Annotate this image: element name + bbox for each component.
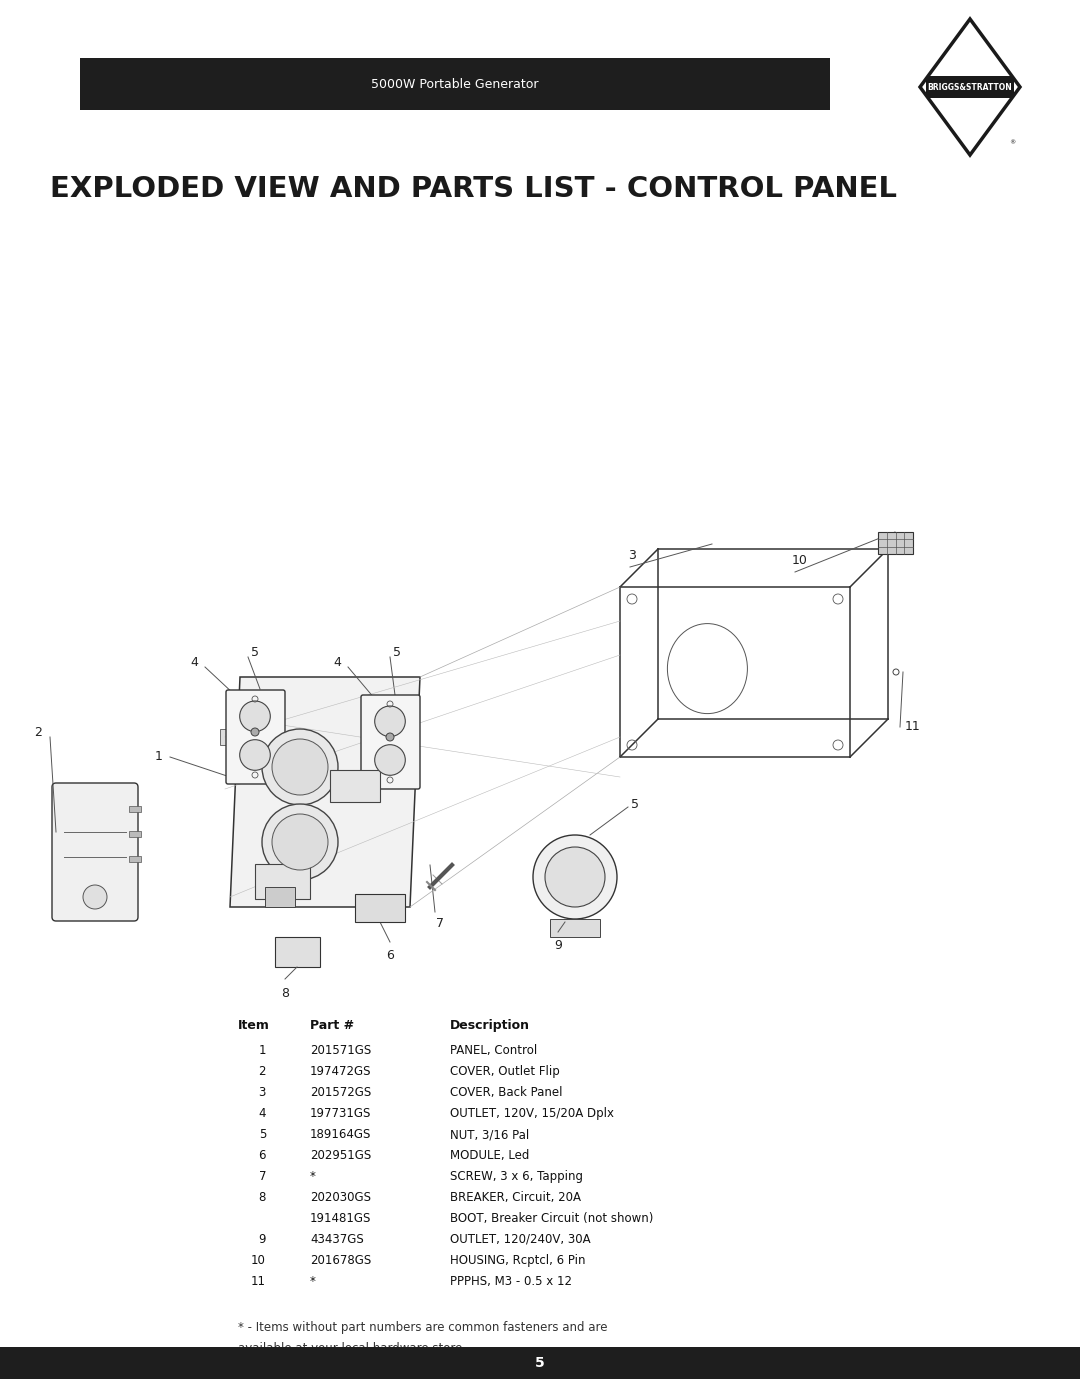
- Text: EXPLODED VIEW AND PARTS LIST - CONTROL PANEL: EXPLODED VIEW AND PARTS LIST - CONTROL P…: [50, 175, 897, 203]
- Bar: [355, 733, 363, 750]
- Circle shape: [534, 835, 617, 919]
- Circle shape: [545, 847, 605, 907]
- Text: 10: 10: [252, 1255, 266, 1267]
- Circle shape: [240, 739, 270, 770]
- Text: 11: 11: [905, 721, 921, 733]
- Text: OUTLET, 120V, 15/20A Dplx: OUTLET, 120V, 15/20A Dplx: [450, 1106, 615, 1120]
- Text: PPPHS, M3 - 0.5 x 12: PPPHS, M3 - 0.5 x 12: [450, 1275, 572, 1288]
- Text: * - Items without part numbers are common fasteners and are: * - Items without part numbers are commo…: [238, 1322, 607, 1334]
- Bar: [355, 894, 405, 922]
- Text: 4: 4: [333, 655, 341, 669]
- Text: 6: 6: [386, 949, 394, 963]
- Text: MODULE, Led: MODULE, Led: [450, 1148, 529, 1162]
- Text: 10: 10: [792, 555, 808, 567]
- Text: 9: 9: [258, 1234, 266, 1246]
- Bar: [220, 729, 228, 745]
- Text: 202951GS: 202951GS: [310, 1148, 372, 1162]
- Text: OUTLET, 120/240V, 30A: OUTLET, 120/240V, 30A: [450, 1234, 591, 1246]
- Text: ®: ®: [1009, 141, 1015, 145]
- Text: 2: 2: [35, 725, 42, 739]
- Text: BOOT, Breaker Circuit (not shown): BOOT, Breaker Circuit (not shown): [450, 1213, 653, 1225]
- Circle shape: [375, 705, 405, 736]
- Text: 197472GS: 197472GS: [310, 1065, 372, 1078]
- Circle shape: [262, 729, 338, 805]
- Text: Part #: Part #: [310, 1018, 354, 1032]
- Text: 2: 2: [258, 1065, 266, 1078]
- Text: 201571GS: 201571GS: [310, 1044, 372, 1058]
- Circle shape: [262, 805, 338, 880]
- FancyBboxPatch shape: [361, 694, 420, 789]
- Bar: [0, 1347, 1080, 1379]
- Text: 3: 3: [258, 1085, 266, 1099]
- Text: Description: Description: [450, 1018, 530, 1032]
- Text: 4: 4: [190, 655, 198, 669]
- Text: 7: 7: [258, 1171, 266, 1183]
- Text: 5: 5: [393, 645, 401, 658]
- Text: 201572GS: 201572GS: [310, 1085, 372, 1099]
- Text: PANEL, Control: PANEL, Control: [450, 1044, 537, 1058]
- Bar: [129, 856, 141, 862]
- Text: SCREW, 3 x 6, Tapping: SCREW, 3 x 6, Tapping: [450, 1171, 583, 1183]
- Bar: [129, 806, 141, 812]
- Text: 191481GS: 191481GS: [310, 1213, 372, 1225]
- Circle shape: [272, 814, 328, 870]
- Bar: [129, 831, 141, 837]
- Bar: [878, 532, 913, 555]
- Text: NUT, 3/16 Pal: NUT, 3/16 Pal: [450, 1127, 529, 1141]
- Text: 43437GS: 43437GS: [310, 1234, 364, 1246]
- Text: 9: 9: [554, 939, 562, 951]
- Text: *: *: [310, 1275, 315, 1288]
- Text: 1: 1: [156, 750, 163, 764]
- Text: 4: 4: [258, 1106, 266, 1120]
- Text: 6: 6: [258, 1148, 266, 1162]
- Text: 7: 7: [436, 916, 444, 930]
- Text: 189164GS: 189164GS: [310, 1127, 372, 1141]
- Text: Item: Item: [238, 1018, 270, 1032]
- Text: HOUSING, Rcptcl, 6 Pin: HOUSING, Rcptcl, 6 Pin: [450, 1255, 585, 1267]
- Polygon shape: [920, 20, 1020, 155]
- Bar: [550, 919, 600, 937]
- Text: 5: 5: [631, 799, 639, 812]
- Bar: [265, 887, 295, 907]
- Text: 201678GS: 201678GS: [310, 1255, 372, 1267]
- Bar: [330, 770, 380, 802]
- Text: available at your local hardware store.: available at your local hardware store.: [238, 1343, 467, 1355]
- Text: 8: 8: [258, 1192, 266, 1204]
- FancyBboxPatch shape: [52, 782, 138, 921]
- Text: COVER, Outlet Flip: COVER, Outlet Flip: [450, 1065, 559, 1078]
- Circle shape: [240, 701, 270, 732]
- Bar: [926, 75, 1014, 98]
- FancyBboxPatch shape: [226, 690, 285, 784]
- Bar: [275, 937, 320, 967]
- Circle shape: [375, 745, 405, 775]
- Bar: [255, 863, 310, 900]
- Circle shape: [272, 739, 328, 795]
- Text: 5: 5: [535, 1356, 545, 1370]
- Text: 3: 3: [629, 549, 636, 562]
- Text: 202030GS: 202030GS: [310, 1192, 372, 1204]
- Text: 5: 5: [251, 645, 259, 658]
- Text: 197731GS: 197731GS: [310, 1106, 372, 1120]
- Text: 1: 1: [258, 1044, 266, 1058]
- Text: COVER, Back Panel: COVER, Back Panel: [450, 1085, 563, 1099]
- Text: *: *: [310, 1171, 315, 1183]
- Text: 5000W Portable Generator: 5000W Portable Generator: [372, 77, 539, 91]
- Circle shape: [251, 728, 259, 736]
- Text: BREAKER, Circuit, 20A: BREAKER, Circuit, 20A: [450, 1192, 581, 1204]
- Text: 5: 5: [258, 1127, 266, 1141]
- Circle shape: [386, 733, 394, 740]
- Text: 11: 11: [251, 1275, 266, 1288]
- Text: BRIGGS&STRATTON: BRIGGS&STRATTON: [928, 82, 1012, 91]
- Text: 8: 8: [281, 988, 289, 1000]
- Bar: [80, 59, 831, 110]
- Polygon shape: [230, 678, 420, 907]
- Circle shape: [83, 886, 107, 909]
